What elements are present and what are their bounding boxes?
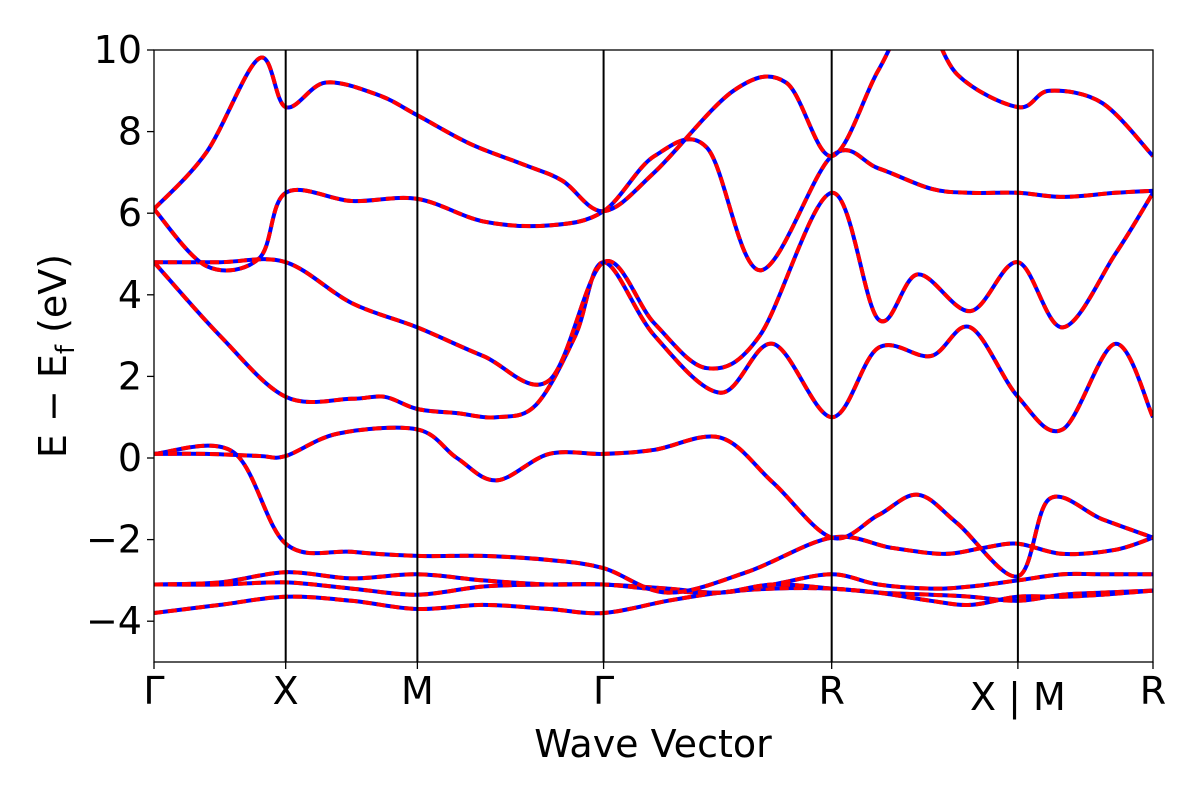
x-tick-label: Γ: [143, 669, 164, 713]
y-tick-label: 8: [118, 110, 142, 154]
x-tick-label: X: [273, 669, 299, 713]
band-6-overlay: [154, 260, 1153, 434]
band-7-line: [154, 190, 1153, 387]
band-9-line: [154, 50, 1153, 214]
plot-frame: [153, 49, 1154, 663]
band-8-overlay: [154, 137, 1153, 273]
band-7-overlay: [154, 190, 1153, 387]
x-tick-label: M: [401, 669, 434, 713]
y-tick-label: −2: [86, 518, 142, 562]
y-tick-label: −4: [86, 599, 142, 643]
y-tick-label: 0: [118, 436, 142, 480]
band-6-line: [154, 260, 1153, 434]
y-tick-label: 6: [118, 191, 142, 235]
x-tick-label: R: [818, 669, 844, 713]
y-axis-label-unit: (eV): [31, 254, 75, 333]
y-axis-label: E − Ef (eV): [31, 254, 81, 458]
x-axis: Γ X M Γ R X | M R: [143, 662, 1166, 720]
x-tick-label: R: [1140, 669, 1166, 713]
y-axis-label-subscript: f: [51, 344, 81, 354]
y-axis-label-main: E − E: [31, 354, 75, 458]
band-3-overlay: [154, 570, 1153, 608]
y-tick-label: 10: [94, 28, 142, 72]
band-5-overlay: [154, 425, 1153, 579]
y-axis: −4 −2 0 2 4 6 8 10: [86, 28, 154, 643]
x-tick-label: Γ: [593, 669, 614, 713]
y-tick-label: 2: [118, 354, 142, 398]
x-tick-label: X | M: [970, 675, 1066, 720]
bands-layer: [154, 50, 1153, 616]
high-symmetry-lines: [284, 50, 1019, 662]
x-axis-label: Wave Vector: [534, 722, 772, 766]
y-tick-label: 4: [118, 273, 142, 317]
band-9-overlay: [154, 50, 1153, 214]
